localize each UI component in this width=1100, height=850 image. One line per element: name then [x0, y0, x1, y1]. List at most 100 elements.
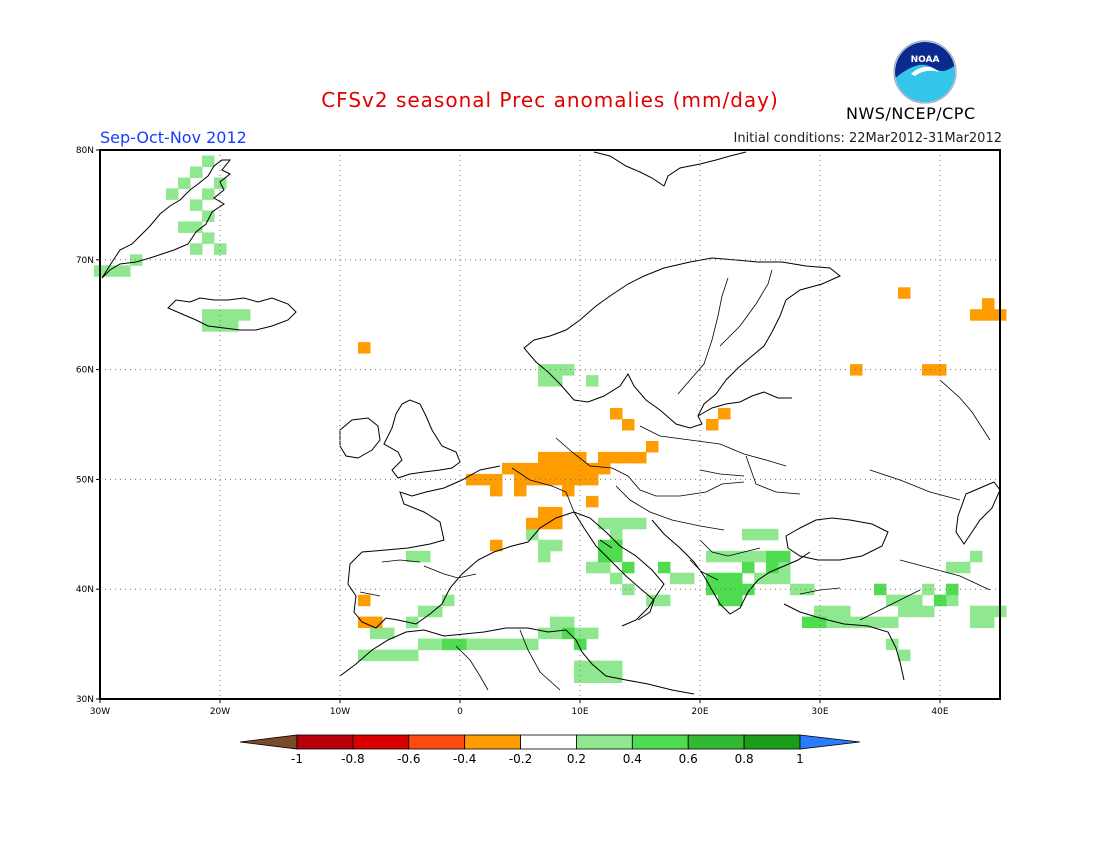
wet-anomaly-cell	[550, 364, 563, 376]
dry-anomaly-cell	[562, 462, 575, 475]
dry-anomaly-cell	[562, 451, 575, 464]
colorbar-label: -0.4	[453, 752, 476, 766]
wet-anomaly-cell	[238, 309, 251, 321]
dry-anomaly-cell	[538, 473, 551, 486]
western-europe-coast	[347, 465, 665, 629]
colorbar-segment	[743, 734, 801, 750]
wet-strong-anomaly-cell	[598, 550, 611, 563]
black-sea-coast	[785, 517, 889, 561]
wet-anomaly-cell	[538, 539, 551, 552]
dry-anomaly-cell	[562, 473, 575, 486]
wet-anomaly-cell	[586, 671, 599, 683]
dry-anomaly-cell	[514, 462, 527, 475]
dry-anomaly-cell	[634, 451, 647, 464]
colorbar-label: -0.6	[397, 752, 420, 766]
wet-anomaly-cell	[490, 638, 503, 651]
dry-anomaly-cell	[622, 451, 635, 464]
wet-anomaly-cell	[538, 550, 551, 563]
italy-coast	[573, 511, 655, 621]
wet-anomaly-cell	[610, 528, 623, 541]
wet-anomaly-cell	[910, 605, 923, 618]
wet-anomaly-cell	[946, 594, 959, 607]
dry-anomaly-cell	[898, 287, 911, 299]
wet-anomaly-cell	[790, 583, 803, 596]
lat-tick-label: 60N	[76, 366, 94, 376]
wet-strong-anomaly-cell	[706, 572, 719, 585]
dry-anomaly-cell	[490, 484, 503, 497]
wet-anomaly-cell	[106, 265, 119, 277]
wet-anomaly-cell	[922, 605, 935, 618]
dry-anomaly-cell	[358, 594, 371, 607]
wet-anomaly-cell	[862, 616, 875, 629]
wet-anomaly-cell	[598, 561, 611, 574]
wet-strong-anomaly-cell	[730, 572, 743, 585]
dry-anomaly-cell	[358, 342, 371, 354]
dry-anomaly-cell	[502, 462, 515, 475]
wet-anomaly-cell	[226, 320, 239, 332]
colorbar-label: 1	[796, 752, 804, 766]
colorbar-label: 0.8	[735, 752, 754, 766]
caspian-coast	[955, 481, 1001, 545]
wet-strong-anomaly-cell	[718, 572, 731, 585]
coastlines-and-borders	[101, 151, 1001, 695]
greenland-coast	[101, 159, 232, 279]
wet-anomaly-cell	[946, 561, 959, 574]
wet-anomaly-cell	[202, 188, 215, 200]
dry-anomaly-cell	[982, 298, 995, 310]
dry-anomaly-cell	[622, 419, 635, 431]
lon-tick-label: 10E	[571, 707, 588, 717]
wet-anomaly-cell	[574, 627, 587, 640]
agency-label: NWS/NCEP/CPC	[846, 104, 976, 123]
wet-anomaly-cell	[118, 265, 131, 277]
dry-anomaly-cell	[550, 473, 563, 486]
wet-anomaly-cell	[622, 517, 635, 530]
dry-anomaly-cell	[466, 473, 479, 486]
dry-anomaly-cell	[718, 408, 731, 420]
wet-anomaly-cell	[538, 364, 551, 376]
wet-anomaly-cell	[898, 649, 911, 662]
wet-anomaly-cell	[886, 594, 899, 607]
wet-anomaly-cell	[418, 638, 431, 651]
wet-strong-anomaly-cell	[742, 583, 755, 596]
britain-coast	[383, 399, 461, 479]
colorbar: -1 -0.8 -0.6 -0.4 -0.2 0.2 0.4 0.6 0.8 1	[239, 734, 861, 766]
dry-anomaly-cell	[514, 484, 527, 497]
wet-strong-anomaly-cell	[610, 539, 623, 552]
wet-anomaly-cell	[214, 243, 227, 255]
wet-strong-anomaly-cell	[562, 627, 575, 640]
wet-anomaly-cell	[982, 616, 995, 629]
lon-tick-label: 20W	[210, 707, 230, 717]
colorbar-label: -0.2	[509, 752, 532, 766]
wet-anomaly-cell	[502, 638, 515, 651]
dry-anomaly-cell	[358, 616, 371, 629]
dry-anomaly-cell	[370, 616, 383, 629]
wet-anomaly-cell	[358, 649, 371, 662]
wet-anomaly-cell	[226, 309, 239, 321]
wet-anomaly-cell	[910, 594, 923, 607]
dry-anomaly-cell	[706, 419, 719, 431]
wet-anomaly-cell	[214, 309, 227, 321]
wet-anomaly-cell	[682, 572, 695, 585]
wet-anomaly-cell	[562, 616, 575, 629]
lon-tick-label: 10W	[330, 707, 350, 717]
wet-anomaly-cell	[406, 616, 419, 629]
wet-anomaly-cell	[190, 221, 203, 233]
wet-anomaly-cell	[778, 561, 791, 574]
wet-anomaly-cell	[838, 616, 851, 629]
wet-anomaly-cell	[922, 583, 935, 596]
lon-tick-label: 30W	[90, 707, 110, 717]
wet-anomaly-cell	[874, 616, 887, 629]
wet-anomaly-cell	[766, 572, 779, 585]
wet-anomaly-cell	[814, 605, 827, 618]
wet-anomaly-cell	[586, 561, 599, 574]
colorbar-segment	[687, 734, 745, 750]
lat-tick-label: 40N	[76, 585, 94, 595]
dry-anomaly-cell	[646, 441, 659, 453]
wet-anomaly-cell	[430, 605, 443, 618]
iceland-coast	[167, 297, 297, 331]
dry-anomaly-cell	[550, 462, 563, 475]
wet-strong-anomaly-cell	[730, 594, 743, 607]
wet-anomaly-cell	[598, 660, 611, 673]
wet-anomaly-cell	[706, 550, 719, 563]
wet-strong-anomaly-cell	[778, 550, 791, 563]
